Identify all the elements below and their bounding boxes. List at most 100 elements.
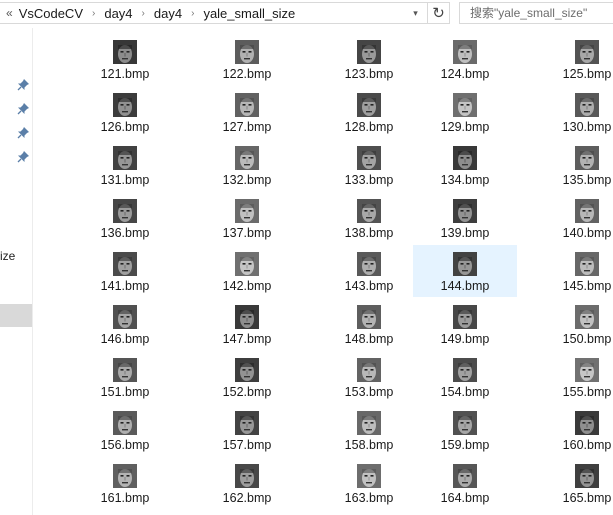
file-name-label: 130.bmp (562, 120, 612, 134)
file-item[interactable]: 162.bmp (195, 457, 299, 509)
file-item[interactable]: 127.bmp (195, 86, 299, 138)
image-thumbnail-icon (113, 411, 137, 435)
file-item[interactable]: 160.bmp (535, 404, 613, 456)
file-name-label: 123.bmp (344, 67, 394, 81)
file-name-label: 151.bmp (100, 385, 150, 399)
file-name-label: 159.bmp (440, 438, 490, 452)
file-item[interactable]: 125.bmp (535, 33, 613, 85)
file-name-label: 163.bmp (344, 491, 394, 505)
image-thumbnail-icon (453, 252, 477, 276)
file-name-label: 165.bmp (562, 491, 612, 505)
refresh-icon: ↻ (432, 5, 445, 22)
file-item[interactable]: 144.bmp (413, 245, 517, 297)
nav-item-selected[interactable] (0, 304, 32, 327)
file-name-label: 147.bmp (222, 332, 272, 346)
pin-icon[interactable] (16, 150, 30, 164)
file-name-label: 139.bmp (440, 226, 490, 240)
file-item[interactable]: 140.bmp (535, 192, 613, 244)
file-item[interactable]: 150.bmp (535, 298, 613, 350)
file-name-label: 129.bmp (440, 120, 490, 134)
image-thumbnail-icon (453, 464, 477, 488)
chevron-right-icon[interactable]: › (191, 7, 195, 19)
file-item[interactable]: 126.bmp (73, 86, 177, 138)
file-item[interactable]: 129.bmp (413, 86, 517, 138)
image-thumbnail-icon (113, 146, 137, 170)
file-name-label: 131.bmp (100, 173, 150, 187)
chevron-right-icon[interactable]: › (141, 7, 145, 19)
nav-item-label[interactable]: ize (0, 249, 16, 263)
file-name-label: 152.bmp (222, 385, 272, 399)
file-name-label: 145.bmp (562, 279, 612, 293)
image-thumbnail-icon (113, 464, 137, 488)
file-name-label: 140.bmp (562, 226, 612, 240)
chevron-down-icon[interactable]: ▾ (404, 2, 428, 24)
file-item[interactable]: 128.bmp (317, 86, 421, 138)
file-item[interactable]: 121.bmp (73, 33, 177, 85)
address-toolbar: « VsCodeCV › day4 › day4 › yale_small_si… (0, 0, 613, 28)
file-item[interactable]: 153.bmp (317, 351, 421, 403)
file-item[interactable]: 152.bmp (195, 351, 299, 403)
file-item[interactable]: 135.bmp (535, 139, 613, 191)
file-item[interactable]: 147.bmp (195, 298, 299, 350)
file-item[interactable]: 133.bmp (317, 139, 421, 191)
file-item[interactable]: 142.bmp (195, 245, 299, 297)
breadcrumb-item-yale-small-size[interactable]: yale_small_size (203, 5, 296, 21)
image-thumbnail-icon (453, 199, 477, 223)
file-item[interactable]: 131.bmp (73, 139, 177, 191)
image-thumbnail-icon (575, 199, 599, 223)
chevron-right-icon[interactable]: › (92, 7, 96, 19)
file-item[interactable]: 164.bmp (413, 457, 517, 509)
file-item[interactable]: 163.bmp (317, 457, 421, 509)
file-item[interactable]: 154.bmp (413, 351, 517, 403)
pin-icon[interactable] (16, 102, 30, 116)
refresh-button[interactable]: ↻ (428, 2, 450, 24)
file-item[interactable]: 148.bmp (317, 298, 421, 350)
file-item[interactable]: 130.bmp (535, 86, 613, 138)
image-thumbnail-icon (575, 40, 599, 64)
image-thumbnail-icon (357, 305, 381, 329)
image-thumbnail-icon (357, 358, 381, 382)
file-item[interactable]: 132.bmp (195, 139, 299, 191)
file-item[interactable]: 137.bmp (195, 192, 299, 244)
file-item[interactable]: 143.bmp (317, 245, 421, 297)
file-item[interactable]: 124.bmp (413, 33, 517, 85)
file-item[interactable]: 156.bmp (73, 404, 177, 456)
file-item[interactable]: 146.bmp (73, 298, 177, 350)
breadcrumb-overflow-icon[interactable]: « (6, 6, 13, 20)
file-name-label: 144.bmp (440, 279, 490, 293)
breadcrumb-item-vscodecv[interactable]: VsCodeCV (18, 5, 83, 21)
breadcrumb-item-day4[interactable]: day4 (104, 5, 133, 21)
file-grid: 121.bmp 122.bmp 123.bmp 124.bmp 125.bmp 126.b… (33, 28, 613, 515)
file-name-label: 121.bmp (100, 67, 150, 81)
image-thumbnail-icon (113, 252, 137, 276)
file-item[interactable]: 159.bmp (413, 404, 517, 456)
file-item[interactable]: 123.bmp (317, 33, 421, 85)
image-thumbnail-icon (575, 146, 599, 170)
file-item[interactable]: 155.bmp (535, 351, 613, 403)
breadcrumb-item-day4-inner[interactable]: day4 (153, 5, 183, 21)
file-item[interactable]: 151.bmp (73, 351, 177, 403)
file-item[interactable]: 161.bmp (73, 457, 177, 509)
file-item[interactable]: 134.bmp (413, 139, 517, 191)
file-item[interactable]: 158.bmp (317, 404, 421, 456)
image-thumbnail-icon (357, 199, 381, 223)
file-item[interactable]: 149.bmp (413, 298, 517, 350)
search-input[interactable]: 搜索"yale_small_size" (459, 2, 613, 24)
file-item[interactable]: 145.bmp (535, 245, 613, 297)
image-thumbnail-icon (235, 411, 259, 435)
image-thumbnail-icon (235, 305, 259, 329)
file-item[interactable]: 138.bmp (317, 192, 421, 244)
file-item[interactable]: 157.bmp (195, 404, 299, 456)
file-item[interactable]: 122.bmp (195, 33, 299, 85)
file-item[interactable]: 165.bmp (535, 457, 613, 509)
address-bar[interactable]: « VsCodeCV › day4 › day4 › yale_small_si… (0, 2, 428, 24)
image-thumbnail-icon (575, 358, 599, 382)
file-name-label: 154.bmp (440, 385, 490, 399)
file-name-label: 141.bmp (100, 279, 150, 293)
pin-icon[interactable] (16, 126, 30, 140)
pin-icon[interactable] (16, 78, 30, 92)
file-item[interactable]: 139.bmp (413, 192, 517, 244)
file-item[interactable]: 136.bmp (73, 192, 177, 244)
file-name-label: 157.bmp (222, 438, 272, 452)
file-item[interactable]: 141.bmp (73, 245, 177, 297)
